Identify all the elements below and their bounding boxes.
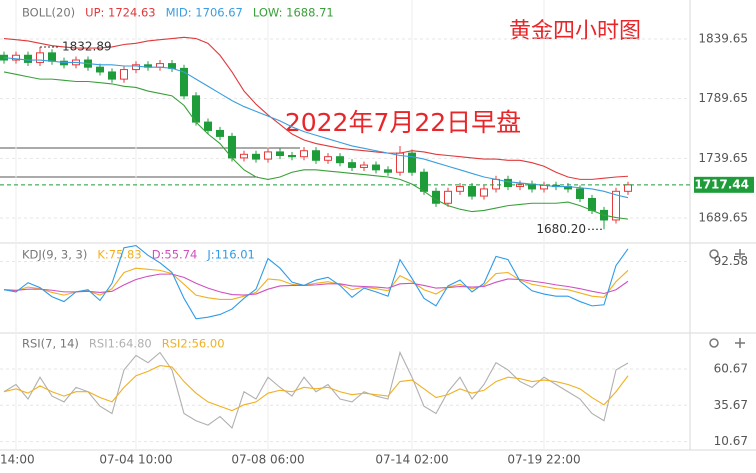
settings-icons[interactable] — [709, 249, 745, 348]
y-tick-label: 60.67 — [714, 361, 748, 375]
candle-body — [180, 67, 188, 97]
legend-entry: RSI(7, 14) — [22, 337, 79, 351]
y-tick-label: 1789.65 — [698, 91, 748, 105]
series-line — [3, 273, 629, 296]
candle-body — [612, 190, 620, 221]
candle-body — [12, 54, 20, 61]
x-tick-label: 07-19 22:00 — [507, 453, 580, 467]
candle-body — [204, 121, 212, 131]
last-price-label: 1717.44 — [694, 177, 749, 191]
series-line — [3, 36, 629, 180]
candle-body — [456, 186, 464, 192]
series-line — [3, 71, 629, 220]
plus-icon[interactable] — [735, 249, 745, 259]
candle-body — [60, 60, 68, 66]
y-tick-label: 1739.65 — [698, 151, 748, 165]
candle-body — [444, 190, 452, 204]
candle-body — [252, 153, 260, 160]
candle-body — [24, 54, 32, 63]
candle-body — [480, 188, 488, 197]
candle-body — [120, 69, 128, 80]
candle-body — [504, 178, 512, 188]
min-label: 1680.20 — [536, 222, 586, 236]
legend-entry: J:116.01 — [206, 248, 255, 262]
x-tick-label: 14:00 — [0, 453, 35, 467]
candle-body — [360, 164, 368, 168]
candle-body — [516, 183, 524, 188]
series-line — [3, 267, 629, 300]
x-tick-label: 07-08 06:00 — [231, 453, 304, 467]
candle-body — [348, 162, 356, 168]
candle-body — [588, 197, 596, 211]
candle-body — [216, 129, 224, 137]
y-tick-label: 1689.65 — [698, 210, 748, 224]
legend-entry: RSI1:64.80 — [89, 337, 152, 351]
chart-title: 黄金四小时图 — [509, 19, 641, 44]
candle-body — [408, 152, 416, 173]
candle-body — [288, 155, 296, 158]
candle-body — [420, 171, 428, 192]
candle-body — [108, 71, 116, 80]
series-line — [3, 57, 629, 199]
candle-body — [276, 151, 284, 157]
candle-body — [336, 156, 344, 164]
legend-entry: UP: 1724.63 — [85, 6, 155, 20]
frame — [0, 0, 756, 451]
legend-entry: K:75.83 — [97, 248, 141, 262]
gear-icon[interactable] — [709, 249, 719, 259]
candle-body — [324, 156, 332, 161]
legend-entry: RSI2:56.00 — [162, 337, 225, 351]
candle-body — [624, 184, 632, 192]
series-line — [3, 365, 629, 412]
y-tick-label: 10.67 — [714, 434, 748, 448]
candle-body — [264, 151, 272, 160]
candle-body — [96, 66, 104, 73]
last-price-box — [694, 176, 754, 193]
candle-body — [468, 186, 476, 197]
candle-body — [48, 52, 56, 62]
annotation: 2022年7月22日早盘 — [285, 108, 521, 137]
y-tick-label: 92.58 — [714, 254, 748, 268]
x-tick-label: 07-04 10:00 — [99, 453, 172, 467]
candle-body — [372, 164, 380, 171]
legend-entry: KDJ(9, 3, 3) — [22, 248, 87, 262]
candle-body — [132, 64, 140, 71]
legend-entry: LOW: 1688.71 — [253, 6, 334, 20]
y-tick-label: 1839.65 — [698, 31, 748, 45]
legend-entry: BOLL(20) — [22, 6, 75, 20]
candle-body — [492, 178, 500, 190]
candle-body — [576, 188, 584, 199]
gear-icon[interactable] — [709, 338, 719, 348]
candle-body — [312, 150, 320, 161]
candle-body — [240, 153, 248, 159]
max-label: 1832.89 — [62, 40, 112, 54]
plus-icon[interactable] — [735, 338, 745, 348]
legend-entry: D:55.74 — [152, 248, 198, 262]
candle-body — [300, 150, 308, 158]
series-line — [3, 350, 629, 430]
series-line — [3, 245, 629, 320]
candle-body — [384, 169, 392, 173]
candle-body — [36, 52, 44, 63]
x-tick-label: 07-14 02:00 — [375, 453, 448, 467]
y-tick-label: 35.67 — [714, 398, 748, 412]
legend-entry: MID: 1706.67 — [166, 6, 243, 20]
